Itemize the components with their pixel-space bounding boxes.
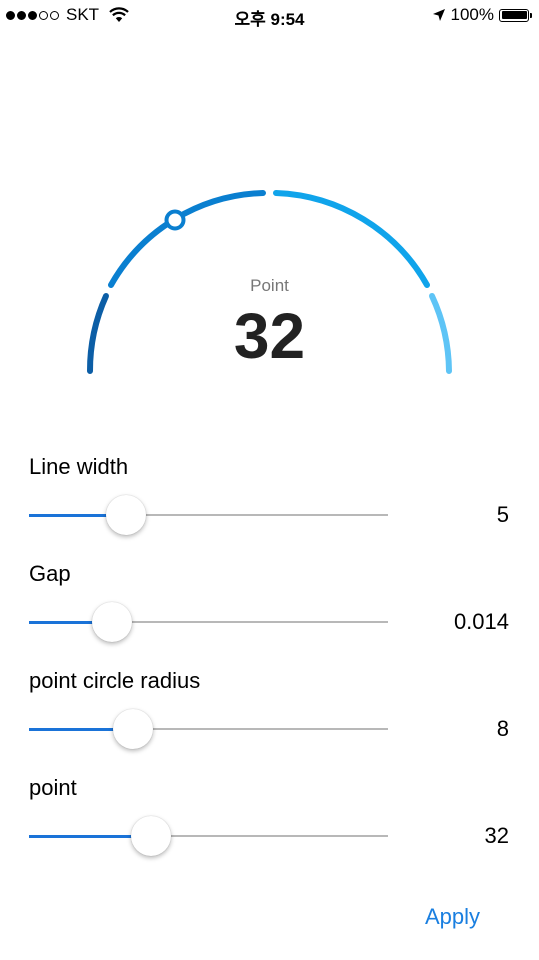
point-gauge (86, 190, 452, 374)
line-width-value: 5 (496, 502, 509, 527)
slider-thumb[interactable] (105, 495, 146, 535)
gap-label: Gap (29, 561, 71, 586)
slider-track (29, 514, 388, 516)
gap-value: 0.014 (453, 609, 509, 634)
battery-percent: 100% (450, 5, 494, 24)
point-slider[interactable] (29, 816, 388, 856)
slider-track-fill (29, 513, 126, 517)
status-time: 오후 9:54 (234, 10, 305, 29)
line-width-slider[interactable] (29, 495, 388, 535)
carrier-name: SKT (66, 5, 100, 24)
status-right: 100% (432, 5, 532, 25)
signal-strength-icon (6, 10, 59, 20)
line-width-label: Line width (29, 454, 129, 479)
point-value: 32 (484, 823, 509, 848)
point-circle-radius-slider[interactable] (29, 709, 388, 749)
status-left: SKT (6, 5, 129, 25)
gauge-segment-4 (429, 293, 452, 374)
point-circle-radius-value: 8 (496, 716, 509, 741)
gauge-label: Point (250, 276, 289, 295)
wifi-icon (109, 7, 129, 22)
slider-track (29, 621, 388, 623)
point-circle-radius-label: point circle radius (29, 668, 201, 693)
gauge-segment-3 (273, 190, 430, 288)
location-arrow-icon (432, 9, 445, 21)
slider-track-fill (29, 620, 112, 624)
point-label: point (29, 775, 77, 800)
slider-track-fill (29, 727, 134, 731)
apply-button[interactable]: Apply (424, 904, 480, 929)
status-bar: SKT 오후 9:54 100% (0, 0, 539, 32)
slider-thumb[interactable] (131, 816, 172, 856)
gauge-point-marker (164, 209, 186, 231)
gap-slider[interactable] (29, 602, 388, 642)
gauge-value: 32 (233, 300, 306, 372)
slider-track-fill (29, 834, 152, 838)
gauge-segment-2 (108, 190, 266, 288)
slider-track (29, 835, 388, 837)
gauge-segment-1 (86, 293, 109, 374)
slider-track (29, 728, 388, 730)
battery-icon (499, 8, 532, 22)
slider-thumb[interactable] (113, 709, 154, 749)
slider-thumb[interactable] (91, 602, 132, 642)
